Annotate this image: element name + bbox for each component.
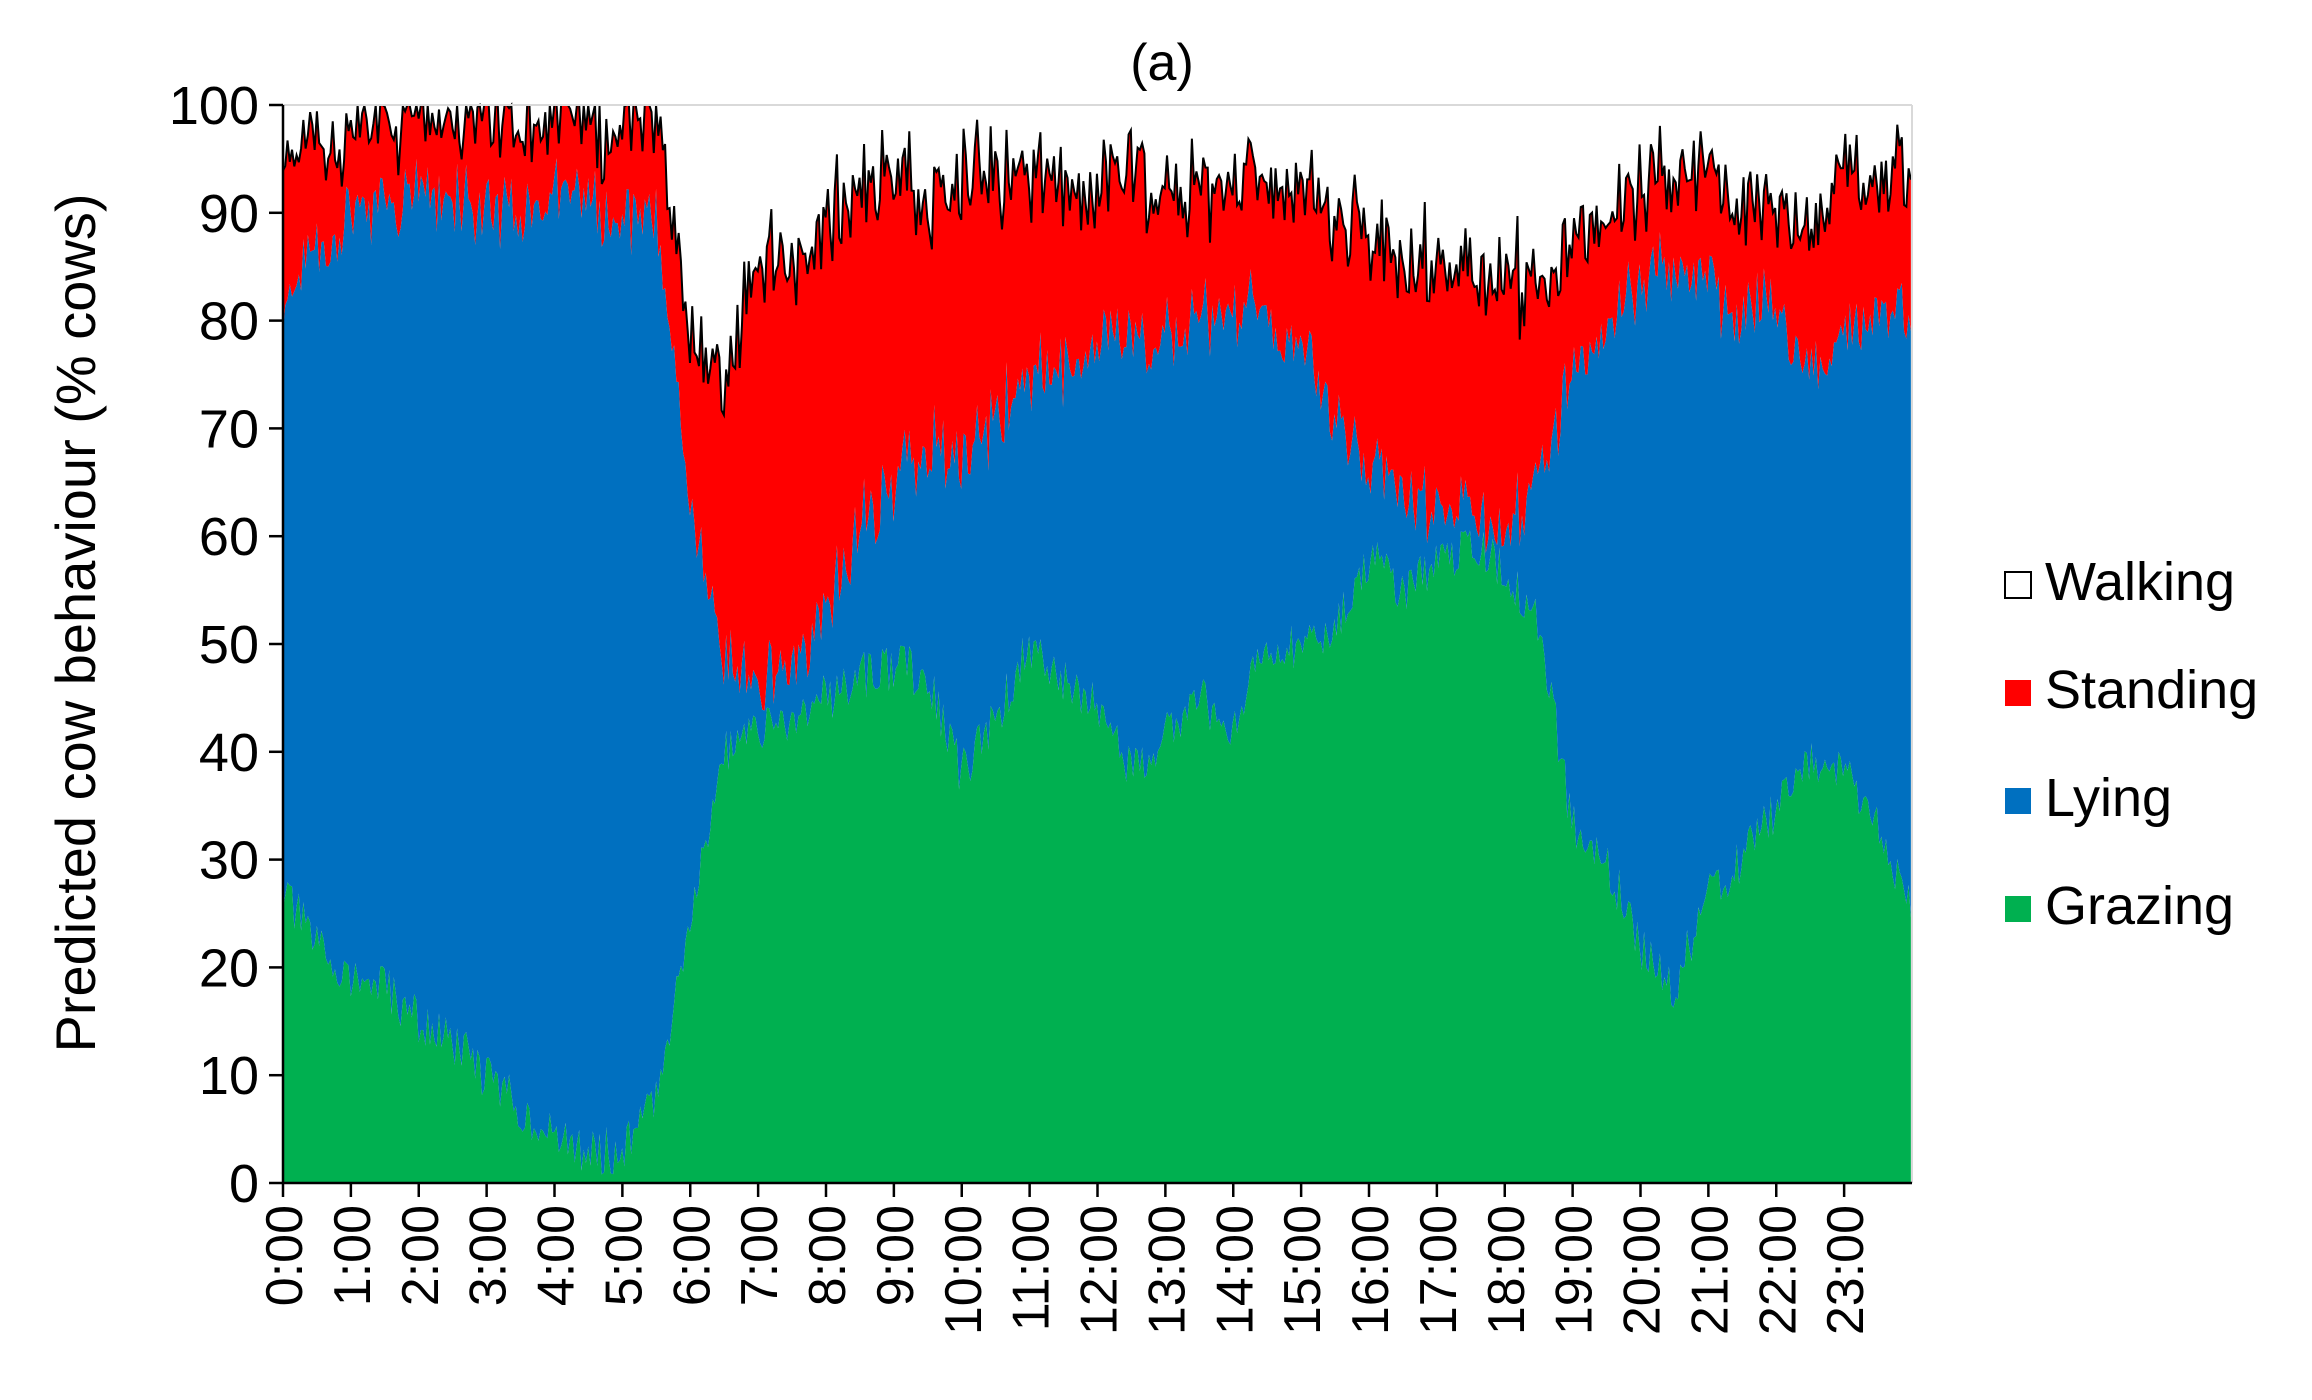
y-tick-label: 30 xyxy=(199,831,259,891)
x-tick-label: 13:00 xyxy=(1138,1205,1196,1335)
x-tick-label: 5:00 xyxy=(595,1205,653,1306)
chart-title: (a) xyxy=(1130,34,1194,92)
x-tick-label: 21:00 xyxy=(1681,1205,1739,1335)
legend-label-walking: Walking xyxy=(2045,552,2235,612)
x-tick-label: 14:00 xyxy=(1206,1205,1264,1335)
y-tick-label: 50 xyxy=(199,615,259,675)
area-grazing xyxy=(283,530,1911,1183)
y-tick-label: 10 xyxy=(199,1046,259,1106)
x-tick-label: 3:00 xyxy=(460,1205,518,1306)
x-tick-label: 16:00 xyxy=(1342,1205,1400,1335)
legend-label-grazing: Grazing xyxy=(2045,876,2234,936)
y-tick-label: 80 xyxy=(199,292,259,352)
y-tick-label: 40 xyxy=(199,723,259,783)
x-tick-label: 12:00 xyxy=(1071,1205,1129,1335)
legend: Walking Standing Lying Grazing xyxy=(2004,552,2258,936)
x-tick-label: 0:00 xyxy=(256,1205,314,1306)
x-tick-label: 6:00 xyxy=(663,1205,721,1306)
legend-swatch-walking xyxy=(2004,571,2032,599)
y-tick-label: 70 xyxy=(199,399,259,459)
axes-layer: 0 10 20 30 40 50 60 70 80 90 100 0:00 1:00 2:00 3:00 4:… xyxy=(169,76,1913,1335)
y-tick-label: 0 xyxy=(229,1154,259,1214)
x-tick-label: 15:00 xyxy=(1274,1205,1332,1335)
x-tick-label: 22:00 xyxy=(1749,1205,1807,1335)
x-tick-label: 20:00 xyxy=(1614,1205,1672,1335)
area-standing xyxy=(283,105,1911,711)
x-tick-label: 7:00 xyxy=(731,1205,789,1306)
area-walking xyxy=(283,105,1911,415)
x-tick-label: 11:00 xyxy=(1003,1205,1061,1331)
x-tick-label: 4:00 xyxy=(528,1205,586,1306)
legend-label-standing: Standing xyxy=(2045,660,2258,720)
x-tick-label: 19:00 xyxy=(1546,1205,1604,1335)
x-tick-label: 8:00 xyxy=(799,1205,857,1306)
x-tick-label: 2:00 xyxy=(392,1205,450,1306)
x-tick-label: 23:00 xyxy=(1817,1205,1875,1335)
x-tick-label: 9:00 xyxy=(867,1205,925,1306)
legend-swatch-standing xyxy=(2005,680,2031,706)
series-layer xyxy=(282,102,1912,1183)
area-lying xyxy=(283,158,1911,1175)
legend-label-lying: Lying xyxy=(2045,768,2172,828)
legend-swatch-lying xyxy=(2005,788,2031,814)
x-tick-label: 1:00 xyxy=(324,1205,382,1306)
legend-swatch-grazing xyxy=(2005,896,2031,922)
y-tick-label: 90 xyxy=(199,184,259,244)
x-tick-label: 17:00 xyxy=(1410,1205,1468,1335)
y-tick-label: 100 xyxy=(169,76,259,136)
y-axis-label: Predicted cow behaviour (% cows) xyxy=(44,193,107,1052)
x-tick-label: 10:00 xyxy=(935,1205,993,1335)
x-tick-label: 18:00 xyxy=(1478,1205,1536,1335)
y-tick-label: 20 xyxy=(199,938,259,998)
y-tick-label: 60 xyxy=(199,507,259,567)
